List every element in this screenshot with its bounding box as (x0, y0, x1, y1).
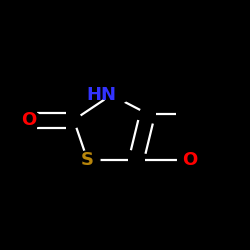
Text: O: O (182, 151, 198, 169)
Ellipse shape (75, 151, 100, 169)
Text: S: S (81, 151, 94, 169)
Text: O: O (21, 111, 36, 129)
Ellipse shape (16, 111, 41, 129)
Ellipse shape (104, 86, 128, 104)
Ellipse shape (178, 151, 203, 169)
Text: HN: HN (86, 86, 116, 104)
